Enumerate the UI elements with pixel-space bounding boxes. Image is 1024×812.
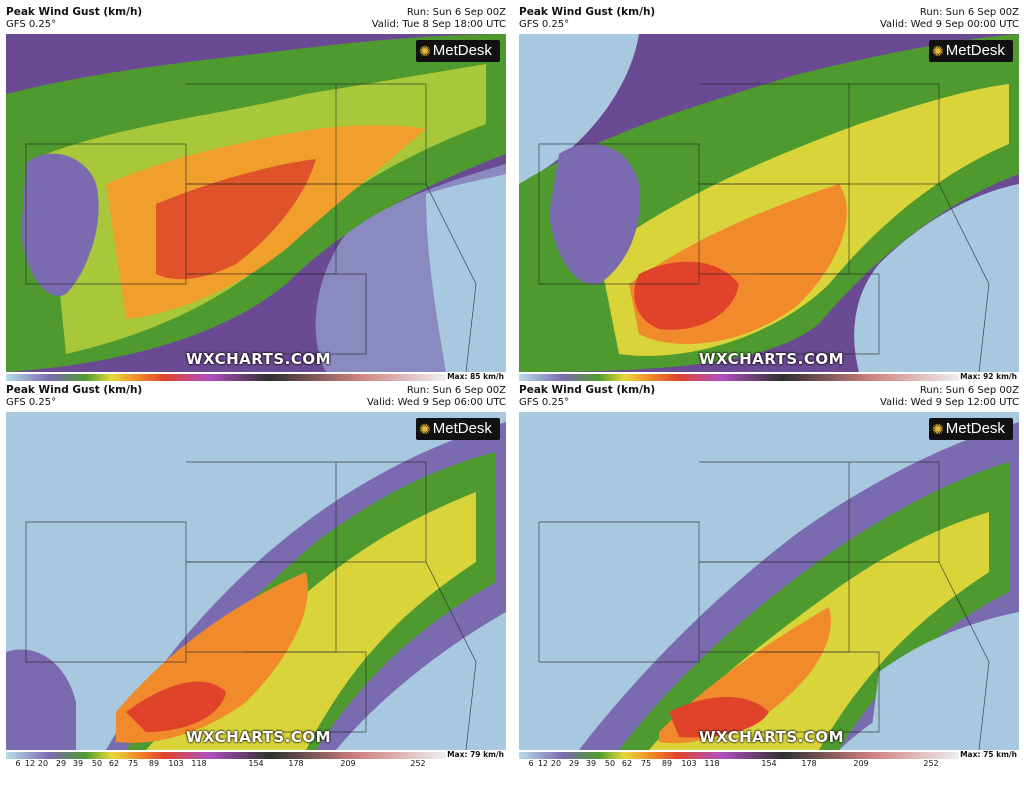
run-label: Run: Sun 6 Sep 00Z [919, 385, 1019, 396]
scale-tick-label: 75 [127, 759, 139, 768]
scale-tick-label: 89 [148, 759, 160, 768]
model-label: GFS 0.25° [6, 19, 57, 30]
panel-3: Peak Wind Gust (km/h) GFS 0.25° Run: Sun… [6, 384, 506, 768]
scale-tick-label: 118 [191, 759, 207, 768]
watermark: WXCHARTS.COM [186, 728, 332, 746]
scale-ticks: 6 12 20 29 39 50 62 75 89 103 118 154 178 209 252 [6, 759, 446, 769]
scale-tick-label: 29 [568, 759, 580, 768]
brand-label: MetDesk [432, 420, 492, 437]
metdesk-star-icon: ✺ [932, 421, 944, 437]
scale-tick-label: 6 [528, 759, 534, 768]
model-label: GFS 0.25° [519, 19, 570, 30]
metdesk-logo: ✺ MetDesk [416, 418, 500, 440]
metdesk-star-icon: ✺ [932, 43, 944, 59]
scale-tick-label: 62 [108, 759, 120, 768]
scale-tick-label: 103 [681, 759, 697, 768]
color-scale-bar [519, 374, 959, 381]
run-label: Run: Sun 6 Sep 00Z [919, 7, 1019, 18]
watermark: WXCHARTS.COM [699, 728, 845, 746]
scale-tick-label: 29 [55, 759, 67, 768]
scale-tick-label: 20 [37, 759, 49, 768]
panel-header: Peak Wind Gust (km/h) GFS 0.25° Run: Sun… [519, 6, 1019, 36]
max-label: Max: 79 km/h [447, 750, 504, 759]
panel-4: Peak Wind Gust (km/h) GFS 0.25° Run: Sun… [519, 384, 1019, 768]
scale-tick-label: 209 [853, 759, 869, 768]
metdesk-logo: ✺ MetDesk [929, 40, 1013, 62]
metdesk-star-icon: ✺ [419, 43, 431, 59]
panel-header: Peak Wind Gust (km/h) GFS 0.25° Run: Sun… [6, 6, 506, 36]
chart-title: Peak Wind Gust (km/h) [519, 384, 656, 396]
scale-tick-label: 39 [72, 759, 84, 768]
metdesk-star-icon: ✺ [419, 421, 431, 437]
valid-time-label: Valid: Wed 9 Sep 00:00 UTC [879, 19, 1019, 30]
panel-2: Peak Wind Gust (km/h) GFS 0.25° Run: Sun… [519, 6, 1019, 386]
scale-tick-label: 252 [923, 759, 939, 768]
wind-gust-map: ✺ MetDesk WXCHARTS.COM [6, 412, 506, 750]
model-label: GFS 0.25° [6, 397, 57, 408]
scale-tick-label: 50 [91, 759, 103, 768]
panel-header: Peak Wind Gust (km/h) GFS 0.25° Run: Sun… [519, 384, 1019, 414]
scale-tick-label: 118 [704, 759, 720, 768]
scale-tick-label: 154 [248, 759, 264, 768]
metdesk-logo: ✺ MetDesk [416, 40, 500, 62]
scale-tick-label: 103 [168, 759, 184, 768]
brand-label: MetDesk [432, 42, 492, 59]
valid-time-label: Valid: Tue 8 Sep 18:00 UTC [371, 19, 506, 30]
scale-tick-label: 178 [288, 759, 304, 768]
scale-tick-label: 50 [604, 759, 616, 768]
max-label: Max: 75 km/h [960, 750, 1017, 759]
wind-gust-map: ✺ MetDesk WXCHARTS.COM [519, 34, 1019, 372]
chart-title: Peak Wind Gust (km/h) [6, 6, 143, 18]
scale-tick-label: 39 [585, 759, 597, 768]
color-scale-bar [6, 752, 446, 759]
chart-title: Peak Wind Gust (km/h) [519, 6, 656, 18]
scale-tick-label: 89 [661, 759, 673, 768]
wind-gust-map: ✺ MetDesk WXCHARTS.COM [519, 412, 1019, 750]
valid-time-label: Valid: Wed 9 Sep 06:00 UTC [366, 397, 506, 408]
brand-label: MetDesk [945, 420, 1005, 437]
metdesk-logo: ✺ MetDesk [929, 418, 1013, 440]
max-label: Max: 92 km/h [960, 372, 1017, 381]
wind-gust-map: ✺ MetDesk WXCHARTS.COM [6, 34, 506, 372]
scale-tick-label: 20 [550, 759, 562, 768]
watermark: WXCHARTS.COM [186, 350, 332, 368]
scale-tick-label: 209 [340, 759, 356, 768]
color-scale-bar [6, 374, 446, 381]
scale-tick-label: 12 [537, 759, 549, 768]
scale-tick-label: 75 [640, 759, 652, 768]
scale-tick-label: 154 [761, 759, 777, 768]
scale-ticks: 6 12 20 29 39 50 62 75 89 103 118 154 178 209 252 [519, 759, 959, 769]
watermark: WXCHARTS.COM [699, 350, 845, 368]
scale-tick-label: 178 [801, 759, 817, 768]
color-scale-bar [519, 752, 959, 759]
valid-time-label: Valid: Wed 9 Sep 12:00 UTC [879, 397, 1019, 408]
run-label: Run: Sun 6 Sep 00Z [406, 385, 506, 396]
scale-tick-label: 6 [15, 759, 21, 768]
run-label: Run: Sun 6 Sep 00Z [406, 7, 506, 18]
scale-tick-label: 252 [410, 759, 426, 768]
panel-1: Peak Wind Gust (km/h) GFS 0.25° Run: Sun… [6, 6, 506, 386]
model-label: GFS 0.25° [519, 397, 570, 408]
brand-label: MetDesk [945, 42, 1005, 59]
max-label: Max: 85 km/h [447, 372, 504, 381]
panel-header: Peak Wind Gust (km/h) GFS 0.25° Run: Sun… [6, 384, 506, 414]
chart-title: Peak Wind Gust (km/h) [6, 384, 143, 396]
scale-tick-label: 62 [621, 759, 633, 768]
scale-tick-label: 12 [24, 759, 36, 768]
